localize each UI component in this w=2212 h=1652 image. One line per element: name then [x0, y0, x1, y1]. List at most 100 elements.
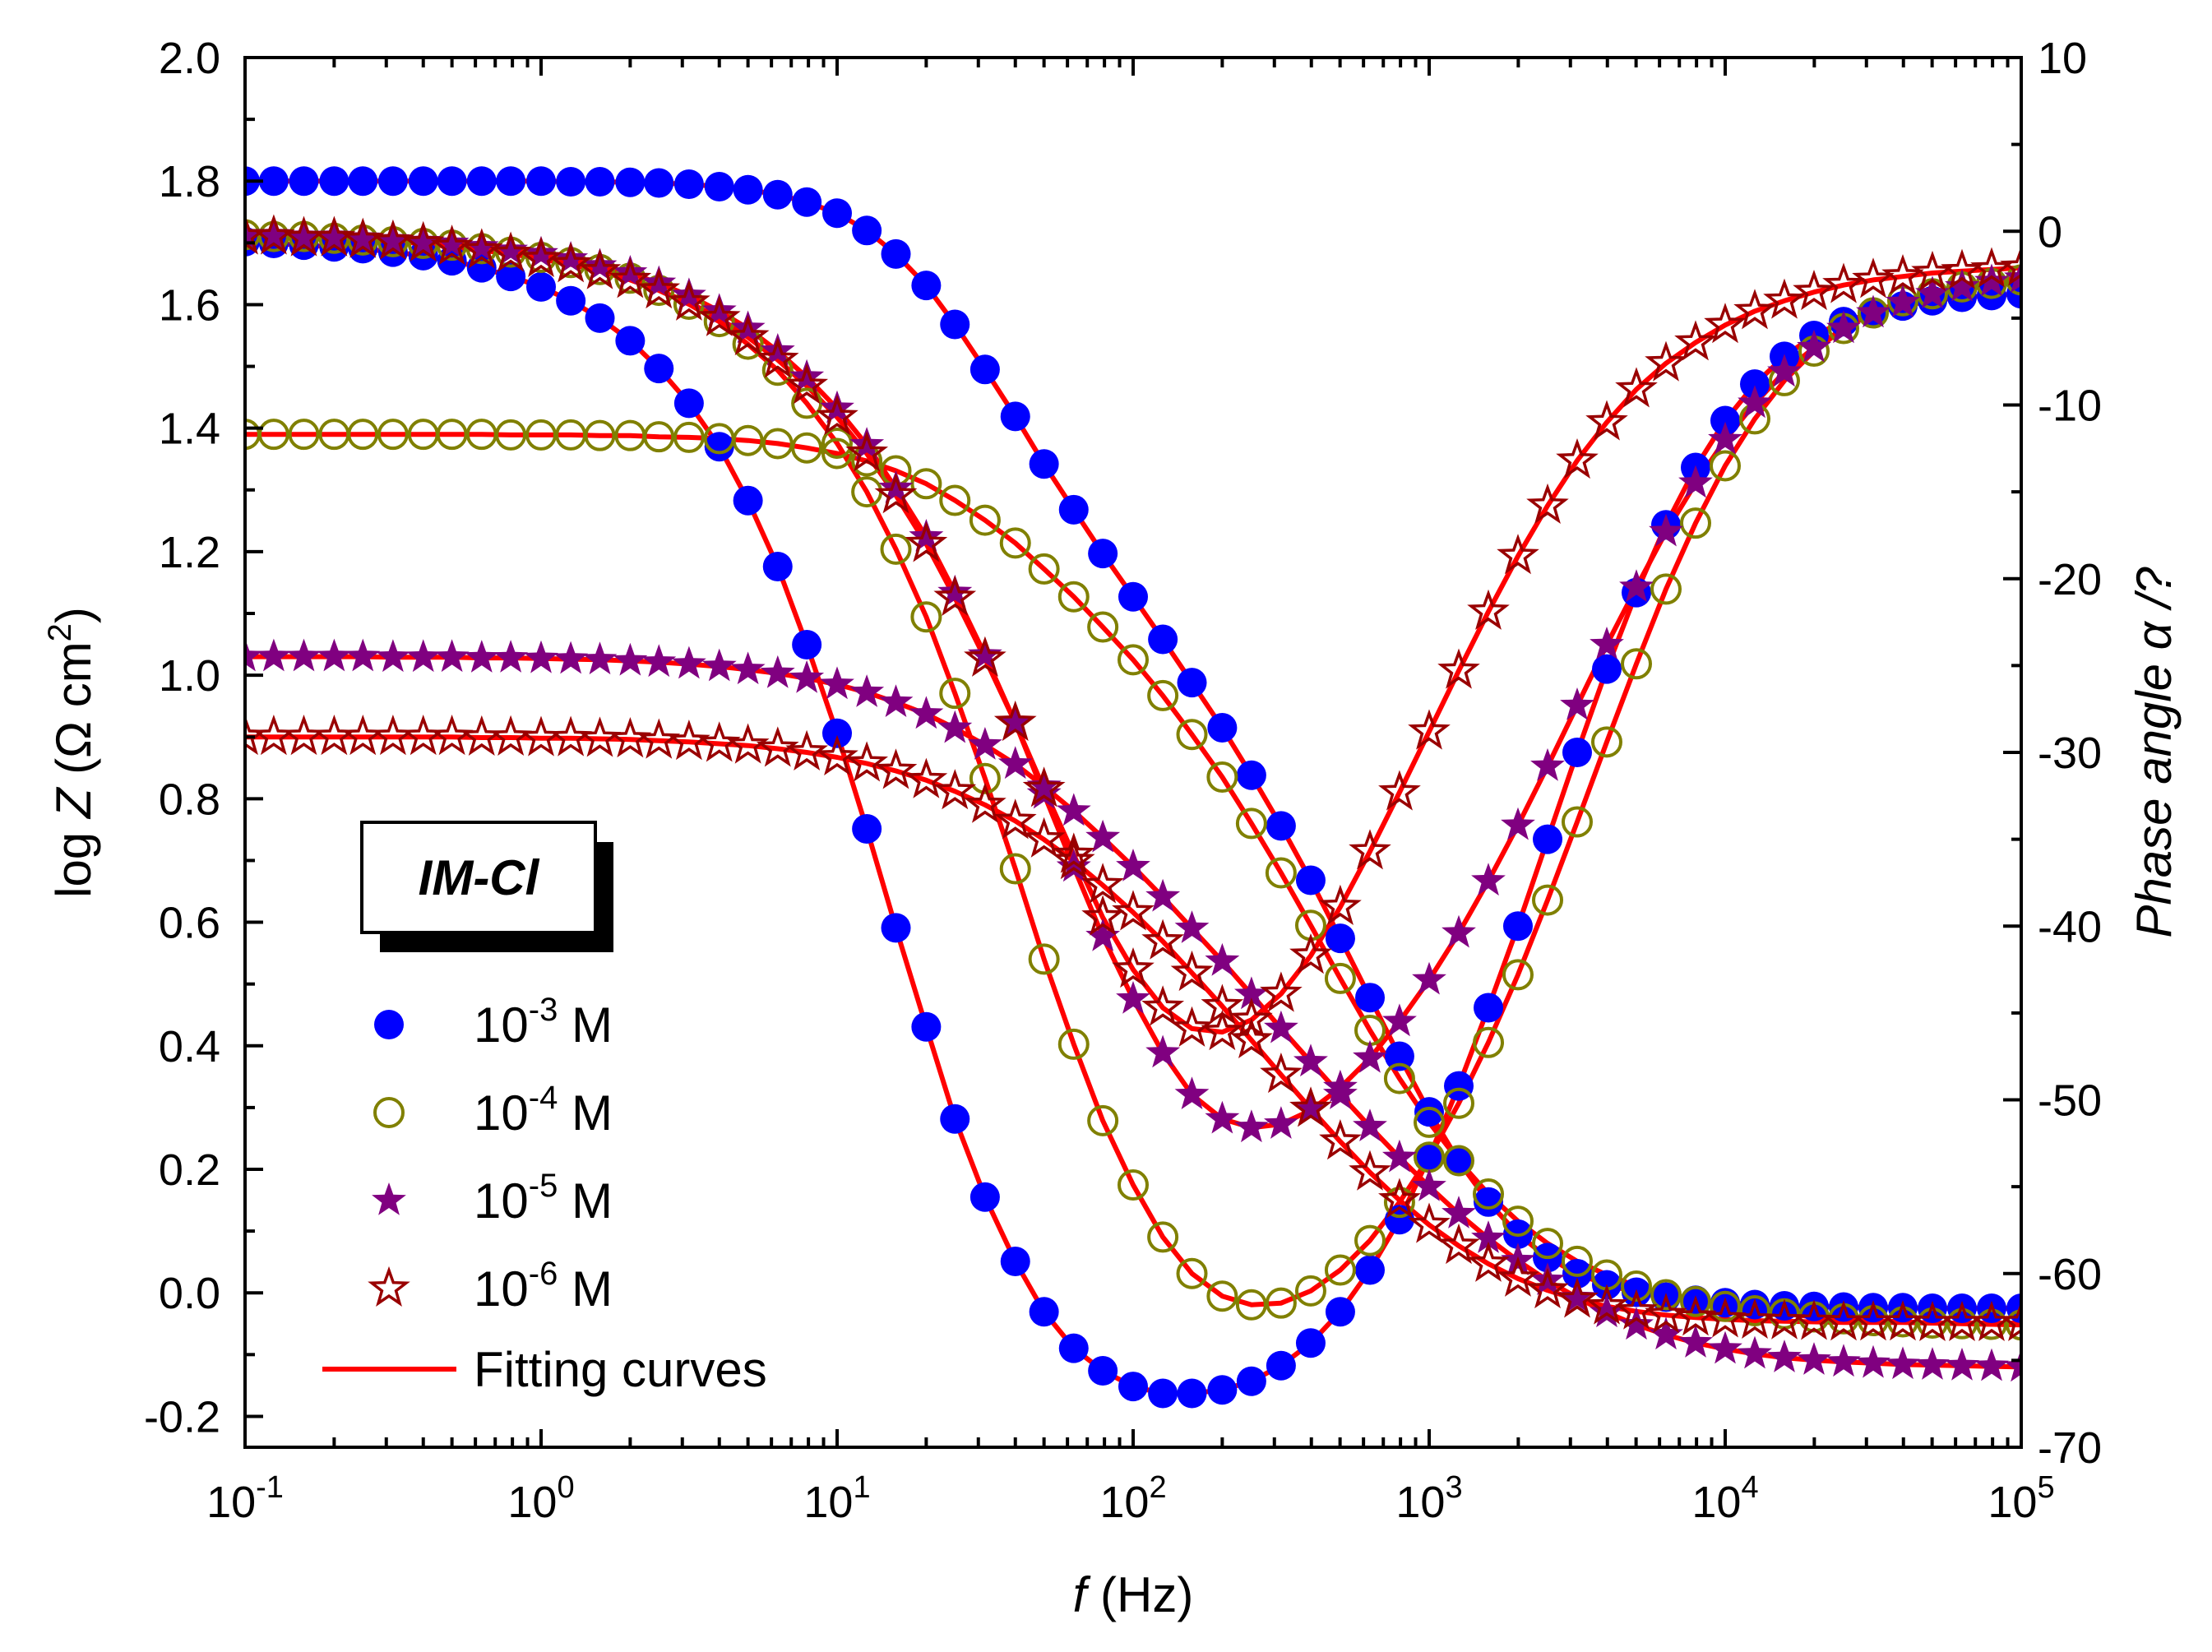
y-right-tick-label: -70 [2038, 1423, 2102, 1473]
y-axis-right: -70 -60 -50 -40 -30 -20 -10 0 10 [2003, 34, 2102, 1473]
data-point [816, 734, 858, 775]
data-point [1822, 262, 1865, 303]
data-point [1739, 369, 1770, 400]
data-point [1176, 719, 1208, 751]
data-point [1383, 1062, 1415, 1094]
legend-marker [372, 1182, 406, 1215]
y-axis-left-title: log Z (Ω cm2) [42, 607, 101, 898]
data-point [997, 746, 1033, 780]
data-point [1976, 1308, 2008, 1340]
data-point [1710, 450, 1741, 482]
data-point [1710, 405, 1740, 436]
data-point [993, 798, 1037, 840]
legend-label: 10-3 M [474, 992, 613, 1053]
inset-label-box: IM-Cl [360, 821, 613, 952]
data-point [999, 853, 1031, 885]
data-point [1473, 1178, 1505, 1210]
data-point [317, 218, 352, 252]
data-point [1915, 1347, 1950, 1380]
y-left-tick-label: 0.6 [159, 899, 220, 948]
data-point [312, 215, 356, 257]
legend-marker [368, 1266, 410, 1307]
data-point [1355, 983, 1386, 1013]
data-point [1260, 1052, 1303, 1094]
data-point [1852, 257, 1895, 298]
data-point [849, 674, 885, 707]
data-point [1708, 1330, 1742, 1364]
data-point [582, 641, 618, 675]
data-point [1738, 1295, 1770, 1327]
x-tick-label: 101 [803, 1470, 870, 1527]
data-point [496, 166, 526, 197]
data-point [1177, 668, 1207, 698]
data-point [1000, 1246, 1030, 1276]
data-point [578, 248, 622, 289]
data-point [1085, 819, 1121, 853]
data-point [1886, 1346, 1920, 1380]
data-point [933, 575, 977, 617]
y-right-tick-label: -30 [2038, 729, 2102, 778]
data-point [1148, 1378, 1178, 1409]
data-point [792, 630, 822, 660]
data-point [2000, 245, 2021, 286]
y-left-tick-label: 0.0 [159, 1269, 220, 1318]
data-point [911, 1011, 942, 1042]
data-point [1502, 959, 1534, 991]
data-point [1207, 712, 1238, 743]
data-point [1560, 687, 1594, 720]
data-point [585, 166, 615, 197]
legend-marker [373, 1097, 405, 1128]
data-point [495, 419, 527, 451]
data-point [556, 285, 586, 316]
data-point [319, 166, 349, 197]
data-point [1826, 310, 1861, 344]
data-point [1324, 1254, 1356, 1286]
y-axis-left: -0.2 0.0 0.2 0.4 0.6 0.8 1.0 1.2 1.4 1.6 1.8 2.0 [144, 34, 263, 1441]
data-point [701, 648, 737, 682]
data-point [905, 521, 948, 562]
data-point [940, 309, 970, 340]
data-point [1619, 1307, 1654, 1340]
data-point [1678, 1325, 1713, 1358]
data-point [761, 428, 794, 460]
data-point [372, 219, 414, 260]
data-point [1443, 1145, 1475, 1177]
data-point [1437, 1223, 1480, 1265]
data-point [701, 293, 737, 326]
data-point [760, 333, 795, 366]
data-point [937, 710, 973, 743]
data-point [1585, 400, 1628, 441]
x-tick-label: 104 [1691, 1470, 1758, 1527]
data-point [2000, 1300, 2021, 1341]
data-point [880, 533, 912, 565]
data-point [257, 216, 291, 250]
data-point [526, 271, 556, 302]
data-point [1474, 1187, 1504, 1217]
data-point [1502, 1205, 1534, 1238]
data-point [286, 218, 322, 252]
data-point [615, 167, 646, 197]
data-point [1444, 1146, 1474, 1177]
data-point [1028, 553, 1060, 585]
data-point [1412, 1168, 1446, 1201]
data-point [1057, 581, 1090, 613]
data-point [644, 168, 674, 198]
y-right-tick-label: -40 [2038, 902, 2102, 951]
data-point [789, 659, 825, 693]
data-point [1112, 890, 1155, 931]
data-point [1230, 997, 1273, 1039]
data-point [289, 166, 319, 197]
data-point [1170, 1006, 1214, 1047]
data-point [1141, 985, 1185, 1026]
data-point [1678, 465, 1713, 498]
data-point [1087, 1104, 1119, 1136]
data-point [1056, 849, 1091, 882]
data-point [726, 314, 770, 356]
data-point [1497, 534, 1539, 575]
data-point [1234, 1109, 1269, 1143]
data-point [1028, 943, 1060, 975]
data-point [1118, 1169, 1149, 1201]
data-point [733, 174, 763, 205]
data-point [1621, 648, 1653, 680]
data-point [1497, 1256, 1539, 1297]
